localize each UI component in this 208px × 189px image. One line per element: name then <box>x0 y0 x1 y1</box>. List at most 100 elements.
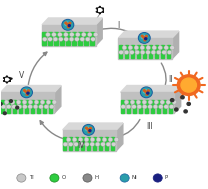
Circle shape <box>84 125 93 134</box>
Circle shape <box>66 23 68 25</box>
Bar <box>93 137 96 150</box>
Bar <box>125 46 128 58</box>
Circle shape <box>140 34 149 42</box>
Bar <box>167 46 170 58</box>
Circle shape <box>62 19 74 30</box>
Circle shape <box>99 13 100 14</box>
Circle shape <box>90 142 95 146</box>
Circle shape <box>10 100 15 104</box>
Polygon shape <box>172 31 179 59</box>
Bar <box>63 130 116 151</box>
Circle shape <box>153 174 162 182</box>
Bar <box>127 100 130 113</box>
Circle shape <box>119 50 124 54</box>
Circle shape <box>145 38 147 40</box>
Circle shape <box>181 96 184 99</box>
Circle shape <box>42 37 47 41</box>
Circle shape <box>26 94 28 95</box>
Bar <box>63 137 66 150</box>
Bar <box>19 100 22 113</box>
Polygon shape <box>54 85 61 113</box>
Bar <box>31 100 34 113</box>
Circle shape <box>64 33 68 37</box>
Bar <box>149 46 152 58</box>
Circle shape <box>85 37 90 41</box>
Circle shape <box>102 138 107 142</box>
Polygon shape <box>1 85 61 92</box>
Circle shape <box>132 105 136 109</box>
Text: III: III <box>146 122 153 131</box>
Circle shape <box>141 35 143 37</box>
Circle shape <box>160 100 165 104</box>
Bar <box>139 100 142 113</box>
Bar <box>25 100 28 113</box>
Circle shape <box>111 142 116 146</box>
Circle shape <box>64 37 68 41</box>
Circle shape <box>69 33 74 37</box>
Circle shape <box>83 125 94 135</box>
Circle shape <box>50 174 59 182</box>
Circle shape <box>69 37 74 41</box>
Circle shape <box>67 26 69 28</box>
Circle shape <box>53 37 58 41</box>
Circle shape <box>114 138 119 142</box>
Circle shape <box>130 100 135 104</box>
Circle shape <box>140 46 145 50</box>
Circle shape <box>34 100 39 104</box>
Circle shape <box>122 46 127 50</box>
Text: H: H <box>95 176 99 180</box>
Bar <box>48 32 52 45</box>
Bar <box>66 32 70 45</box>
Circle shape <box>22 105 27 109</box>
Circle shape <box>80 37 85 41</box>
Circle shape <box>79 142 84 146</box>
Circle shape <box>69 22 71 24</box>
Circle shape <box>99 6 100 7</box>
Circle shape <box>28 105 33 109</box>
Bar <box>75 137 78 150</box>
Bar <box>60 32 64 45</box>
Circle shape <box>108 138 113 142</box>
Circle shape <box>172 100 177 104</box>
Circle shape <box>87 33 92 37</box>
Circle shape <box>88 131 90 133</box>
Circle shape <box>46 33 50 37</box>
Circle shape <box>63 142 68 146</box>
Circle shape <box>130 50 134 54</box>
Circle shape <box>156 50 161 54</box>
Bar <box>13 100 16 113</box>
Bar <box>81 137 84 150</box>
Circle shape <box>96 138 101 142</box>
Circle shape <box>146 46 151 50</box>
Circle shape <box>164 105 168 109</box>
Circle shape <box>23 89 27 93</box>
FancyArrowPatch shape <box>161 63 167 91</box>
Bar <box>163 100 166 113</box>
Circle shape <box>3 112 6 115</box>
Circle shape <box>124 100 129 104</box>
Circle shape <box>87 129 89 130</box>
FancyArrowPatch shape <box>28 52 47 92</box>
Polygon shape <box>96 18 102 46</box>
Circle shape <box>12 105 16 109</box>
Circle shape <box>16 100 21 104</box>
Text: V: V <box>19 71 24 80</box>
Bar <box>42 32 46 45</box>
Bar <box>133 100 136 113</box>
Circle shape <box>85 127 87 129</box>
Circle shape <box>134 46 139 50</box>
Bar <box>37 100 40 113</box>
Circle shape <box>171 99 174 102</box>
Circle shape <box>137 105 142 109</box>
Circle shape <box>146 94 148 95</box>
Circle shape <box>63 20 73 29</box>
Circle shape <box>142 105 147 109</box>
Circle shape <box>96 8 97 9</box>
Circle shape <box>140 50 145 54</box>
Bar <box>111 137 114 150</box>
Bar <box>119 38 172 59</box>
Polygon shape <box>174 85 181 113</box>
FancyArrowPatch shape <box>119 119 140 137</box>
Circle shape <box>121 105 126 109</box>
Circle shape <box>148 105 152 109</box>
